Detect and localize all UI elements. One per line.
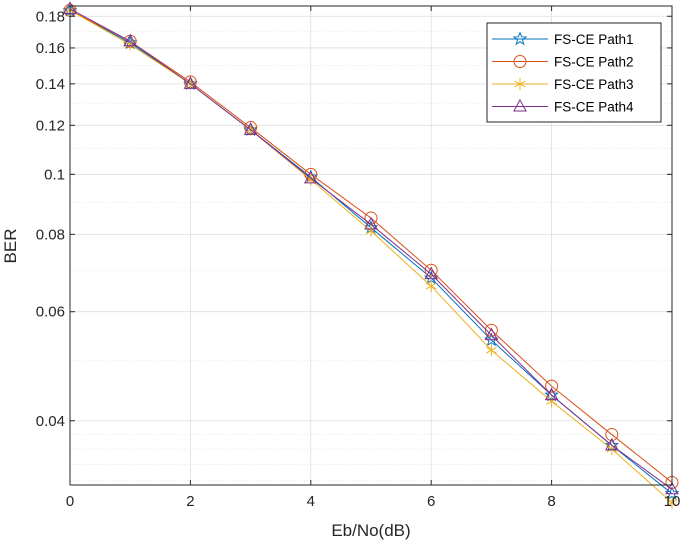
y-tick-label: 0.06	[36, 304, 65, 321]
x-axis: 0 2 4 6 8 10	[66, 6, 681, 510]
y-tick-label: 0.1	[44, 166, 65, 183]
x-tick-label: 2	[186, 493, 194, 510]
data-point	[303, 170, 318, 184]
x-tick-label: 8	[547, 493, 555, 510]
legend-entry: FS-CE Path1	[492, 31, 634, 47]
y-axis: 0.04 0.06 0.08 0.1 0.12 0.14 0.16 0.18	[36, 8, 672, 430]
legend-marker	[512, 31, 528, 46]
data-point	[485, 344, 497, 357]
y-tick-label: 0.08	[36, 226, 65, 243]
series-4	[63, 1, 679, 495]
data-point	[124, 38, 136, 51]
legend-marker	[514, 78, 526, 90]
data-point	[183, 76, 198, 89]
y-tick-label: 0.18	[36, 8, 65, 25]
y-tick-label: 0.04	[36, 413, 65, 430]
y-tick-label: 0.14	[36, 76, 65, 93]
data-point	[123, 33, 138, 47]
data-point	[605, 428, 619, 442]
data-point	[424, 263, 438, 277]
x-tick-label: 10	[664, 493, 681, 510]
x-tick-label: 4	[307, 493, 315, 510]
legend: FS-CE Path1 FS-CE Path2 FS-CE Path3 FS-CE P…	[486, 22, 662, 123]
data-point	[484, 332, 499, 347]
plot-frame	[69, 5, 673, 486]
x-axis-label: Eb/No(dB)	[331, 521, 410, 540]
y-tick-label: 0.16	[36, 40, 65, 57]
data-point	[484, 327, 499, 341]
data-point	[243, 122, 258, 135]
data-point	[425, 280, 437, 293]
data-point	[424, 266, 439, 280]
data-point	[484, 323, 498, 337]
x-tick-label: 0	[66, 493, 74, 510]
data-point	[604, 437, 619, 451]
legend-marker	[513, 98, 527, 112]
legend-label: FS-CE Path1	[554, 32, 634, 47]
y-tick-label: 0.12	[36, 117, 65, 134]
legend-label: FS-CE Path4	[554, 100, 634, 115]
series-line	[69, 8, 673, 490]
legend-entry: FS-CE Path3	[492, 77, 634, 92]
series-layer	[62, 1, 680, 509]
legend-entry: FS-CE Path2	[492, 55, 634, 70]
data-point	[666, 496, 678, 509]
legend-entry: FS-CE Path4	[492, 98, 634, 115]
y-axis-label: BER	[1, 229, 20, 264]
data-point	[545, 379, 559, 393]
legend-label: FS-CE Path2	[554, 55, 634, 70]
data-point	[544, 387, 559, 401]
data-point	[665, 481, 679, 495]
data-point	[364, 216, 378, 230]
x-tick-label: 6	[427, 493, 435, 510]
legend-label: FS-CE Path3	[554, 77, 634, 92]
legend-marker	[513, 55, 527, 68]
major-grid	[69, 6, 673, 485]
